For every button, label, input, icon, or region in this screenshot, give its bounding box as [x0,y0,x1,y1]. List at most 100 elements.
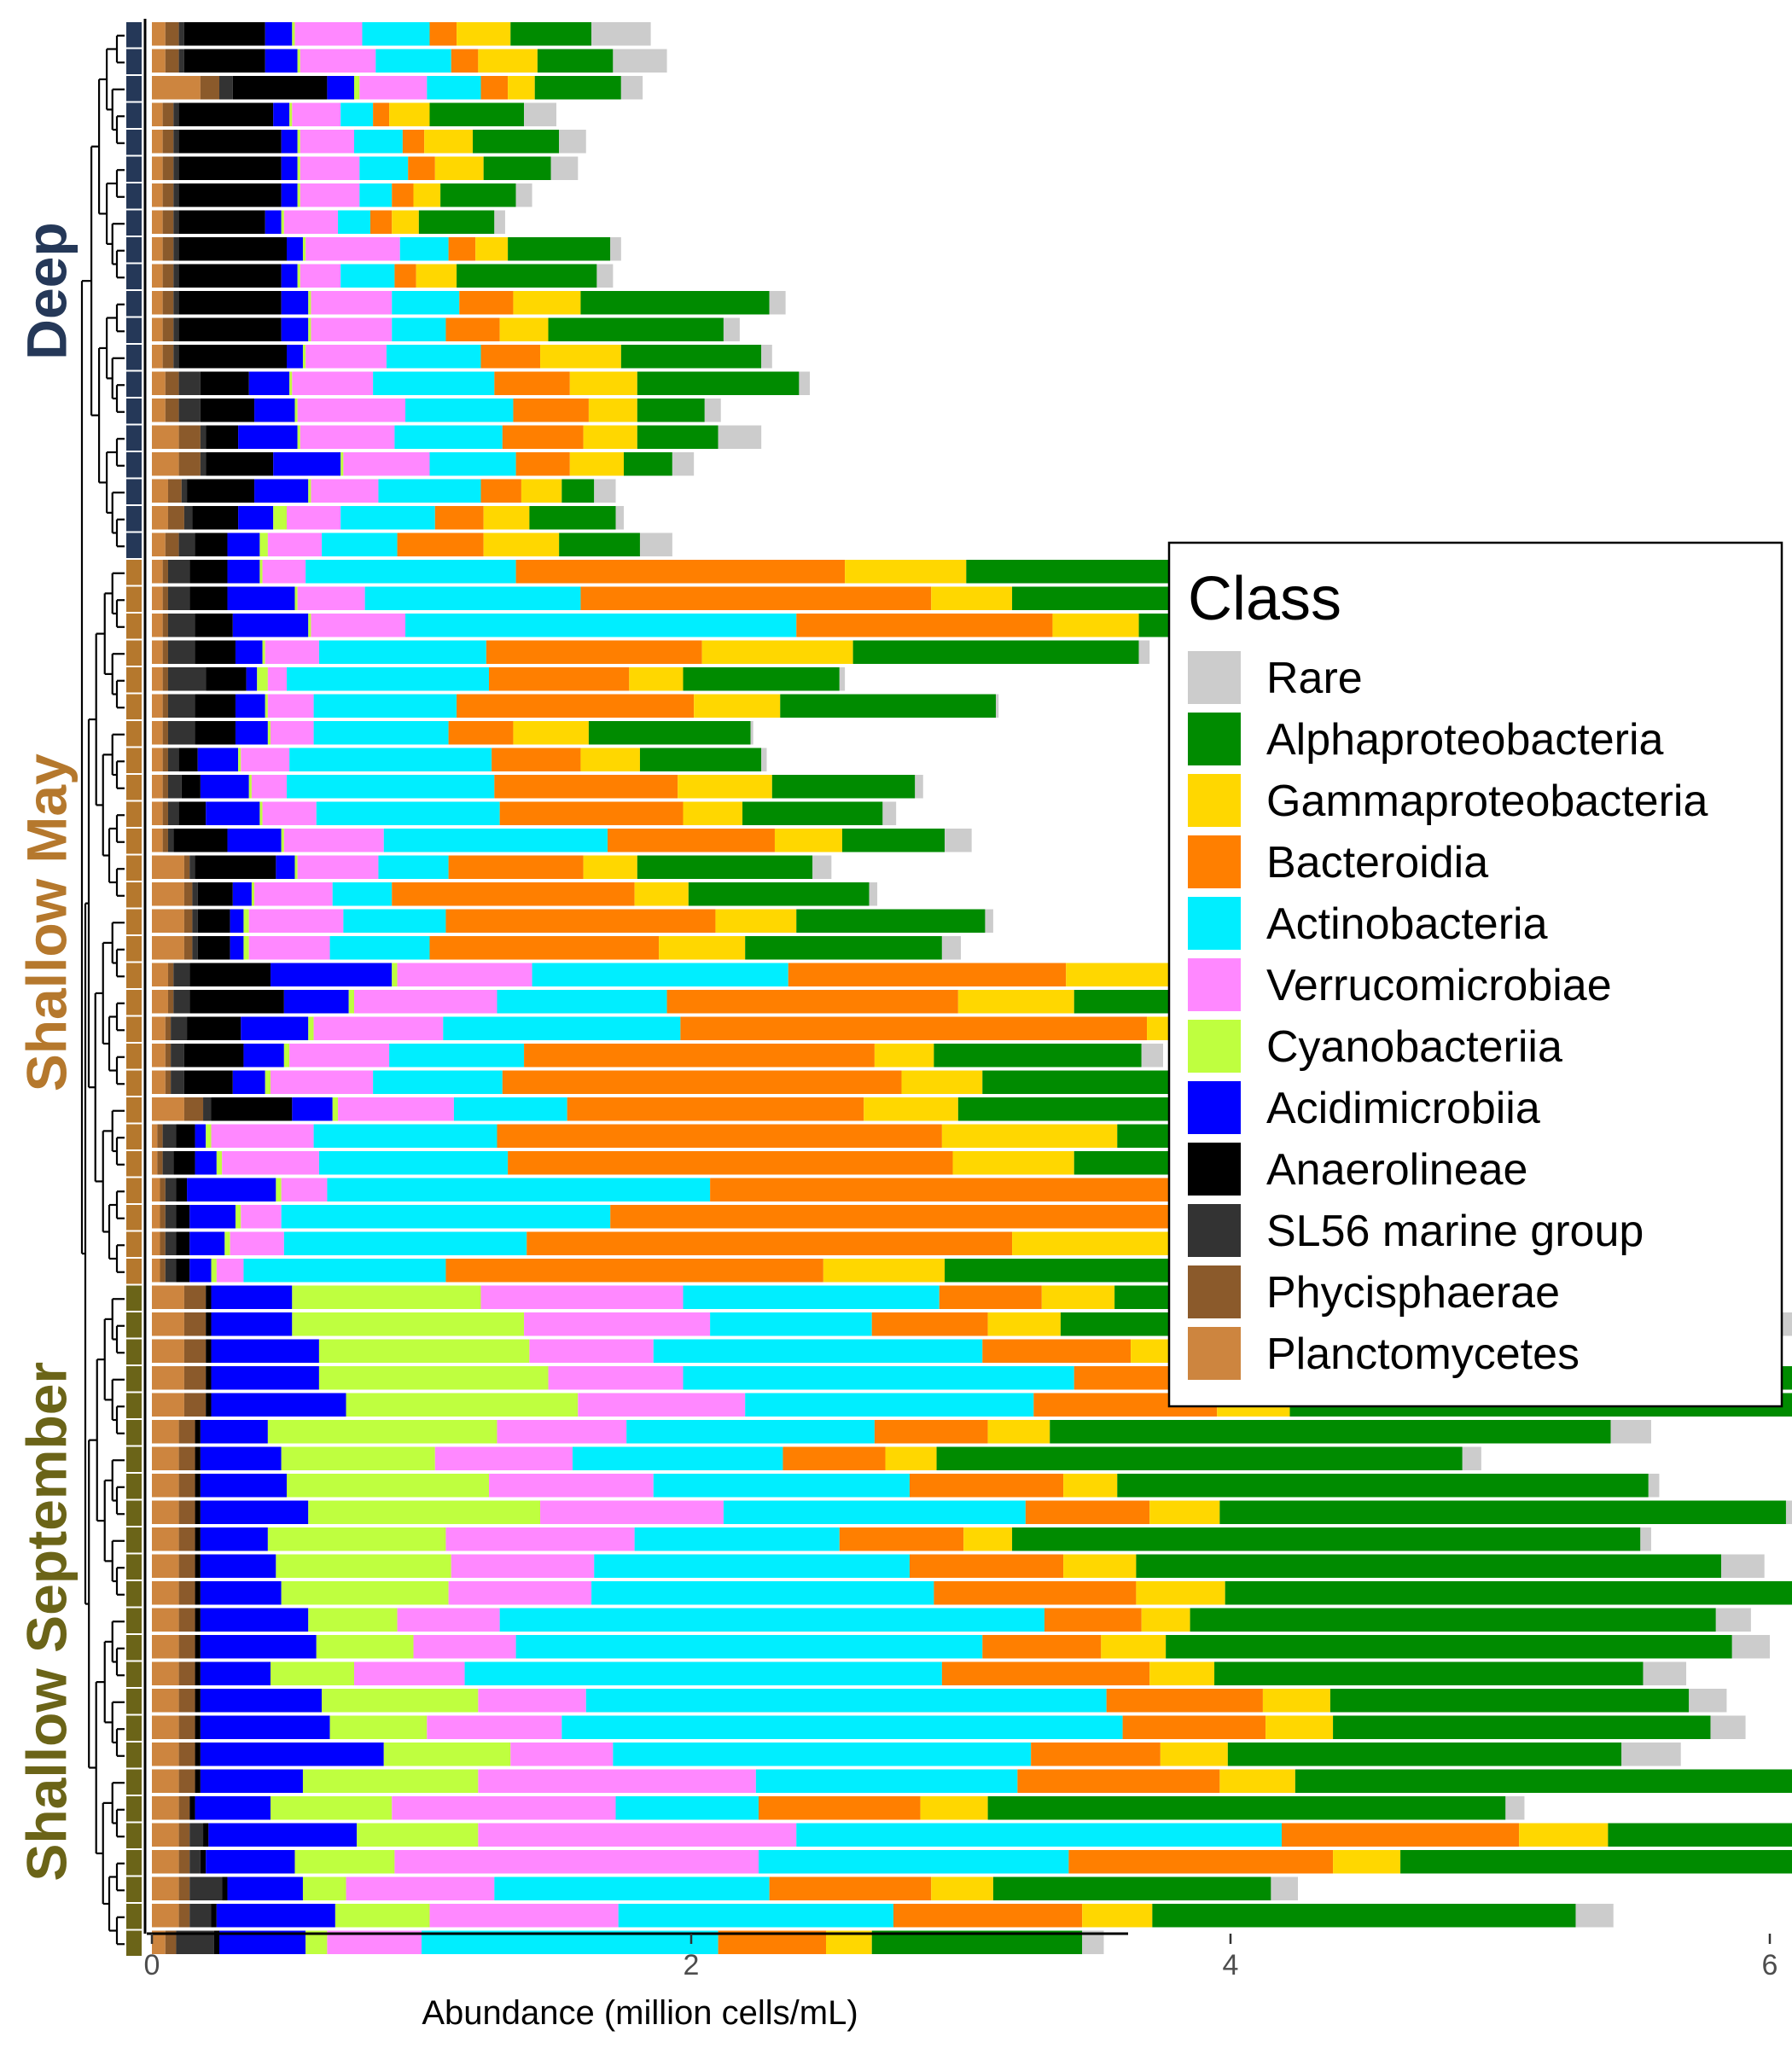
bar-segment [287,775,495,799]
bar-segment [796,909,986,933]
group-strip-cell [126,1743,142,1768]
group-strip-cell [126,882,142,908]
bar-segment [152,1044,166,1068]
bar-segment [178,183,282,207]
bar-segment [283,829,384,852]
bar-segment [666,990,958,1014]
bar-segment [206,1339,212,1363]
legend-label: Actinobacteria [1266,899,1548,949]
bar-segment [483,532,560,556]
group-strip-cell [126,1581,142,1607]
bar-row [152,1608,1751,1632]
bar-segment [292,102,341,126]
bar-segment [189,1823,204,1847]
bar-segment [197,748,239,771]
bar-segment [152,667,163,691]
bar-segment [165,532,179,556]
legend-swatch [1188,774,1241,827]
bar-segment [183,1393,207,1417]
bar-segment [152,49,166,73]
bar-segment [297,855,379,879]
bar-segment [152,1796,179,1820]
bar-segment [783,1446,886,1470]
legend-swatch [1188,1020,1241,1073]
bar-segment [634,1527,840,1551]
bar-segment [200,775,249,799]
bar-segment [852,640,1139,664]
bar-segment [359,156,409,180]
legend-swatch [1188,651,1241,704]
bar-segment [281,264,298,288]
bar-segment [1731,1635,1770,1659]
group-strip-cell [126,990,142,1015]
bar-segment [478,1823,797,1847]
bar-segment [189,1904,212,1928]
bar-segment [173,130,179,154]
bar-segment [248,371,290,395]
group-strip-cell [126,829,142,854]
bar-row [152,936,961,960]
group-strip-cell [126,721,142,747]
bar-segment [152,1259,160,1283]
group-strip-cell [126,1420,142,1446]
legend-swatch [1188,1265,1241,1318]
bar-segment [1282,1823,1520,1847]
bar-segment [265,694,268,718]
legend-swatch [1188,897,1241,950]
bar-segment [302,1876,346,1900]
bar-segment [178,1743,195,1766]
bar-segment [527,1231,1013,1255]
bar-segment [683,801,743,825]
bar-segment [227,829,282,852]
bar-segment [152,1178,160,1201]
bar-segment [211,1393,346,1417]
bar-segment [755,1769,1018,1793]
bar-segment [327,1178,711,1201]
bar-segment [885,1446,937,1470]
bar-segment [216,1259,244,1283]
bar-segment [167,640,195,664]
bar-segment [173,264,179,288]
bar-row [152,1876,1298,1900]
group-strip-cell [126,1823,142,1848]
bar-segment [788,963,1067,986]
bar-segment [1190,1608,1716,1632]
bar-segment [195,1527,201,1551]
bar-segment [392,183,414,207]
bar-segment [152,210,163,234]
group-labels: Deep Shallow May Shallow September [15,222,78,1881]
bar-segment [162,237,174,261]
bar-segment [338,210,370,234]
bar-segment [259,532,268,556]
bar-segment [178,291,282,315]
bar-segment [152,479,168,503]
bar-segment [316,801,500,825]
bar-segment [281,291,309,315]
bar-segment [178,452,201,476]
legend: Class Rare Alphaproteobacteria Gammaproteo… [1167,541,1783,1408]
bar-segment [167,990,174,1014]
bar-segment [152,936,184,960]
bar-segment [152,1930,166,1954]
bar-segment [189,1231,225,1255]
bar-segment [183,1285,207,1309]
bar-segment [508,1151,953,1175]
bar-segment [608,829,775,852]
bar-segment [548,1366,684,1390]
group-strip-cell [126,560,142,585]
bar-segment [402,130,425,154]
bar-segment [1640,1527,1651,1551]
bar-segment [173,345,179,369]
bar-row [152,291,786,315]
bar-segment [192,882,198,906]
bar-segment [359,183,393,207]
bar-segment [1050,1420,1611,1444]
bar-segment [701,640,853,664]
bar-segment [165,1016,172,1040]
bar-segment [357,1823,479,1847]
bar-segment [308,291,311,315]
bar-segment [427,76,481,100]
bar-segment [343,909,446,933]
bar-segment [513,399,589,422]
bar-segment [780,694,997,718]
